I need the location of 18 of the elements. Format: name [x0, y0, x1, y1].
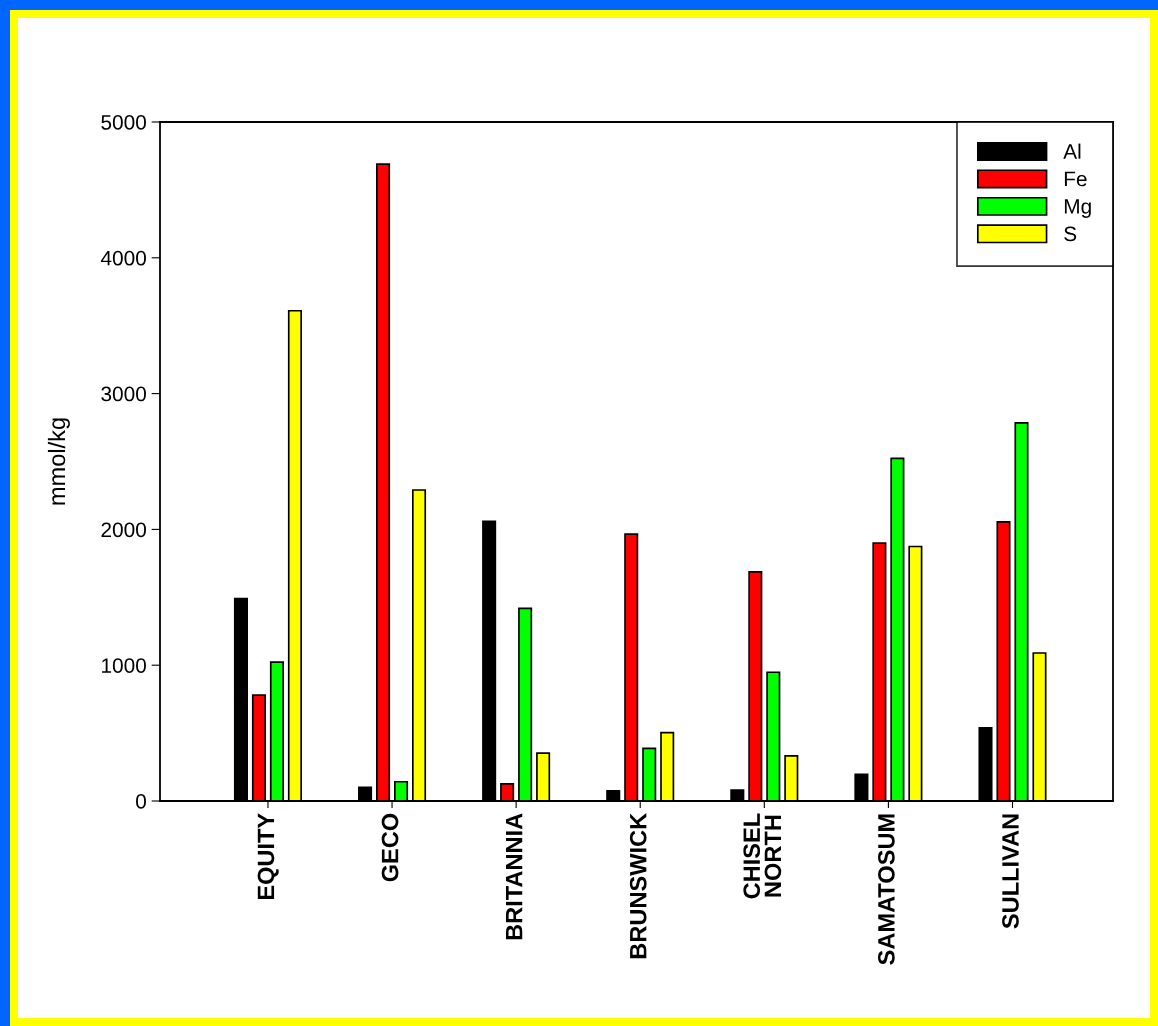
legend-label: Al	[1063, 143, 1081, 159]
y-tick-label: 1000	[102, 658, 146, 673]
y-tick-label: 3000	[101, 386, 146, 402]
legend-label: Mg	[1064, 199, 1091, 218]
y-tick-label: 2000	[101, 522, 146, 538]
y-tick-label: 4000	[100, 250, 146, 266]
x-tick-label: BRITANNIA	[506, 813, 523, 940]
y-tick-label: 5000	[101, 115, 146, 130]
x-tick-label: SAMATOSUM	[878, 814, 895, 965]
x-tick-label: CHISEL NORTH	[743, 813, 782, 899]
x-tick-label: SULLIVAN	[1002, 814, 1019, 929]
legend-label: Fe	[1064, 171, 1087, 187]
legend-label: S	[1064, 226, 1077, 242]
y-axis-title: mmol/kg	[47, 418, 70, 505]
x-tick-label: GECO	[381, 813, 399, 882]
x-tick-label: BRUNSWICK	[629, 813, 647, 959]
y-tick-label: 0	[136, 794, 146, 809]
x-tick-label: EQUITY	[257, 813, 279, 900]
